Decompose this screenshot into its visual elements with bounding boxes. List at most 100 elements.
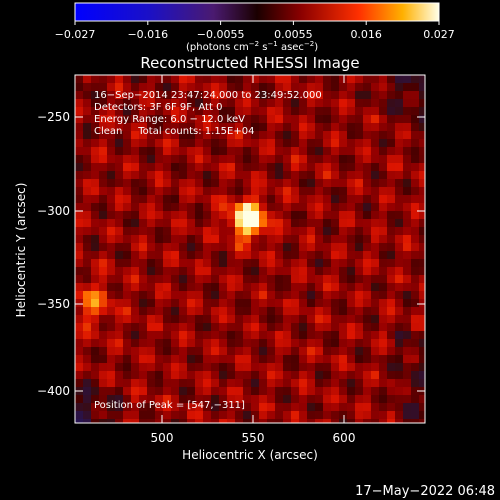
image-pixel (251, 363, 259, 371)
image-pixel (203, 267, 211, 275)
image-pixel (211, 403, 219, 411)
image-pixel (411, 147, 419, 155)
image-pixel (251, 387, 259, 395)
image-pixel (259, 387, 267, 395)
image-pixel (211, 107, 219, 115)
image-pixel (331, 123, 339, 131)
image-pixel (155, 91, 163, 99)
image-pixel (171, 363, 179, 371)
image-pixel (299, 347, 307, 355)
image-pixel (75, 379, 83, 387)
image-pixel (379, 83, 387, 91)
image-pixel (75, 323, 83, 331)
image-pixel (75, 171, 83, 179)
image-pixel (355, 331, 363, 339)
image-pixel (395, 211, 403, 219)
image-pixel (259, 339, 267, 347)
image-pixel (379, 131, 387, 139)
image-pixel (195, 115, 203, 123)
image-pixel (171, 211, 179, 219)
image-pixel (227, 131, 235, 139)
image-pixel (195, 403, 203, 411)
image-pixel (275, 131, 283, 139)
image-pixel (243, 411, 251, 419)
image-pixel (155, 275, 163, 283)
image-pixel (315, 355, 323, 363)
image-pixel (307, 131, 315, 139)
image-pixel (75, 275, 83, 283)
image-pixel (203, 227, 211, 235)
image-pixel (195, 363, 203, 371)
image-pixel (371, 323, 379, 331)
image-pixel (91, 163, 99, 171)
image-pixel (307, 227, 315, 235)
image-pixel (331, 267, 339, 275)
image-pixel (251, 307, 259, 315)
image-pixel (75, 139, 83, 147)
image-pixel (387, 355, 395, 363)
image-pixel (371, 315, 379, 323)
image-pixel (371, 307, 379, 315)
image-pixel (275, 411, 283, 419)
image-pixel (331, 395, 339, 403)
image-pixel (99, 107, 107, 115)
image-pixel (243, 115, 251, 123)
image-pixel (235, 355, 243, 363)
image-pixel (123, 131, 131, 139)
image-pixel (395, 379, 403, 387)
image-pixel (251, 411, 259, 419)
image-pixel (163, 123, 171, 131)
image-pixel (115, 131, 123, 139)
image-pixel (163, 235, 171, 243)
image-pixel (355, 115, 363, 123)
image-pixel (267, 211, 275, 219)
image-pixel (339, 155, 347, 163)
image-pixel (235, 243, 243, 251)
image-pixel (387, 347, 395, 355)
image-pixel (403, 171, 411, 179)
image-pixel (403, 75, 411, 83)
image-pixel (83, 395, 91, 403)
image-pixel (339, 147, 347, 155)
image-pixel (283, 403, 291, 411)
image-pixel (211, 163, 219, 171)
image-pixel (235, 291, 243, 299)
image-pixel (251, 227, 259, 235)
image-pixel (83, 179, 91, 187)
image-pixel (139, 211, 147, 219)
image-pixel (339, 243, 347, 251)
image-pixel (371, 107, 379, 115)
image-pixel (83, 203, 91, 211)
image-pixel (243, 395, 251, 403)
image-pixel (235, 379, 243, 387)
image-pixel (355, 227, 363, 235)
image-pixel (339, 179, 347, 187)
image-pixel (243, 307, 251, 315)
image-pixel (123, 339, 131, 347)
image-pixel (83, 147, 91, 155)
image-pixel (139, 331, 147, 339)
image-pixel (307, 355, 315, 363)
image-pixel (323, 219, 331, 227)
image-pixel (251, 267, 259, 275)
image-pixel (411, 163, 419, 171)
image-pixel (139, 139, 147, 147)
image-pixel (299, 315, 307, 323)
image-pixel (331, 275, 339, 283)
image-pixel (219, 379, 227, 387)
image-pixel (355, 219, 363, 227)
image-pixel (83, 299, 91, 307)
image-pixel (315, 123, 323, 131)
image-pixel (347, 387, 355, 395)
image-pixel (211, 331, 219, 339)
image-pixel (411, 123, 419, 131)
image-pixel (379, 195, 387, 203)
image-pixel (187, 315, 195, 323)
image-pixel (283, 299, 291, 307)
image-pixel (91, 387, 99, 395)
image-pixel (411, 139, 419, 147)
image-pixel (163, 187, 171, 195)
image-pixel (235, 131, 243, 139)
image-pixel (75, 403, 83, 411)
